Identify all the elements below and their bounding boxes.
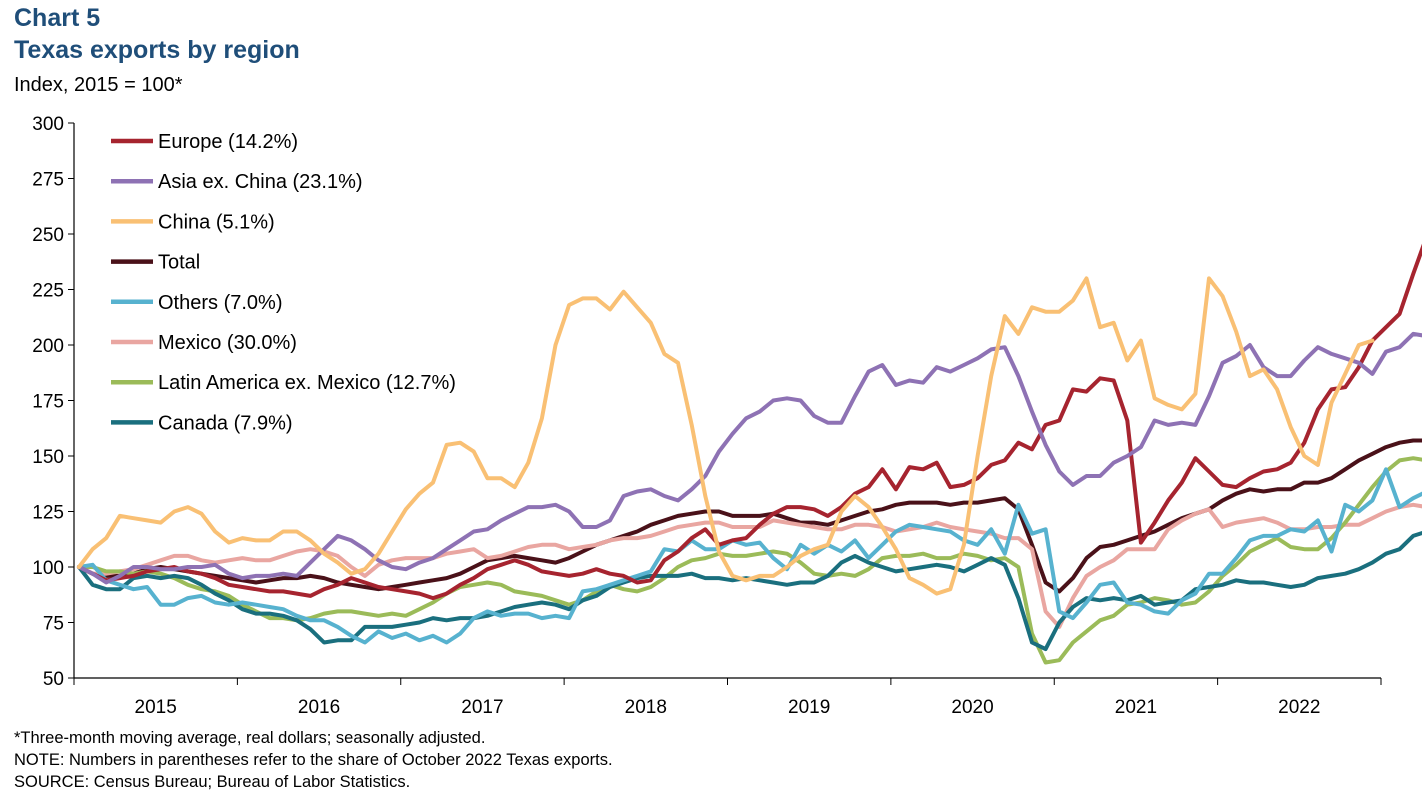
legend-label-1: Asia ex. China (23.1%) xyxy=(158,171,363,193)
series-line-2 xyxy=(77,276,1375,596)
series-line-6 xyxy=(77,456,1422,665)
x-tick-label: 2017 xyxy=(461,697,503,718)
legend-label-4: Others (7.0%) xyxy=(158,292,282,314)
y-tick-label: 75 xyxy=(43,614,64,635)
legend: Europe (14.2%) Asia ex. China (23.1%) Chin… xyxy=(111,131,456,434)
legend-label-5: Mexico (30.0%) xyxy=(158,332,297,354)
x-tick-label: 2018 xyxy=(625,697,667,718)
series-line-3 xyxy=(77,438,1422,594)
x-tick-label: 2015 xyxy=(135,697,177,718)
chart-label: Chart 5 xyxy=(14,4,101,32)
series-line-1 xyxy=(77,331,1422,585)
x-tick-label: 2016 xyxy=(298,697,340,718)
x-tick-label: 2022 xyxy=(1278,697,1320,718)
series-line-4 xyxy=(77,467,1422,645)
y-tick-label: 200 xyxy=(32,336,64,357)
y-tick-label: 100 xyxy=(32,558,64,579)
x-tick-label: 2021 xyxy=(1115,697,1157,718)
legend-label-6: Latin America ex. Mexico (12.7%) xyxy=(158,372,456,394)
legend-label-3: Total xyxy=(158,252,200,274)
axes: 50 75 100 125 150 175 200 225 250 275 300 2015 2016 2… xyxy=(32,114,1382,718)
y-tick-label: 150 xyxy=(32,447,64,468)
x-tick-label: 2020 xyxy=(951,697,993,718)
source-note: SOURCE: Census Bureau; Bureau of Labor S… xyxy=(14,773,411,791)
legend-label-0: Europe (14.2%) xyxy=(158,131,298,153)
share-note: NOTE: Numbers in parentheses refer to th… xyxy=(14,751,613,769)
chart-title: Texas exports by region xyxy=(14,36,300,64)
line-chart: 50 75 100 125 150 175 200 225 250 275 300 2015 2016 2… xyxy=(32,114,1422,718)
legend-label-7: Canada (7.9%) xyxy=(158,412,293,434)
y-tick-label: 50 xyxy=(43,669,64,690)
series-lines xyxy=(77,243,1422,665)
y-tick-label: 250 xyxy=(32,225,64,246)
x-tick-label: 2019 xyxy=(788,697,830,718)
footnote: *Three-month moving average, real dollar… xyxy=(14,729,486,747)
y-tick-label: 300 xyxy=(32,114,64,135)
y-tick-label: 225 xyxy=(32,281,64,302)
y-tick-label: 175 xyxy=(32,392,64,413)
y-tick-label: 125 xyxy=(32,503,64,524)
chart-subtitle: Index, 2015 = 100* xyxy=(14,74,183,96)
y-tick-label: 275 xyxy=(32,170,64,191)
legend-label-2: China (5.1%) xyxy=(158,211,275,233)
series-line-0 xyxy=(77,243,1422,601)
series-line-7 xyxy=(77,530,1422,652)
series-line-5 xyxy=(77,502,1422,629)
